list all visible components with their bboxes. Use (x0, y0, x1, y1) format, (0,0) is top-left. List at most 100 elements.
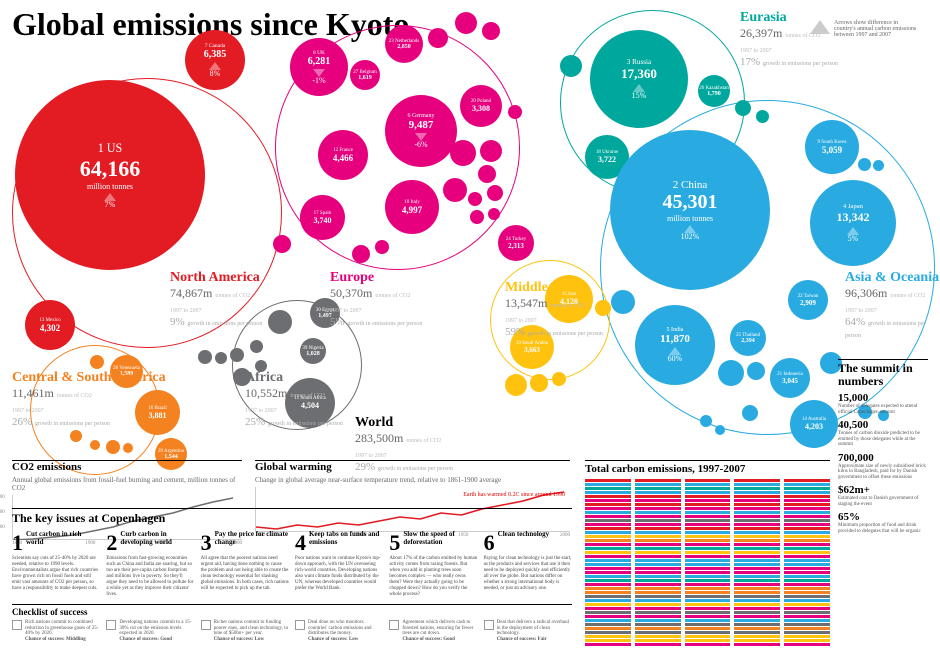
small-country-bubble (873, 160, 884, 171)
table-row (734, 535, 780, 538)
co2-title: CO2 emissions (12, 461, 242, 473)
warming-note: Earth has warmed 0.2C since around 1990 (463, 492, 565, 498)
table-row (685, 619, 731, 622)
checklist-item: Developing nations commit to a 15-30% cu… (106, 620, 194, 642)
table-row (784, 599, 830, 602)
table-row (585, 503, 631, 506)
table-row (635, 575, 681, 578)
table-row (685, 483, 731, 486)
table-row (685, 499, 731, 502)
small-country-bubble (552, 372, 566, 386)
table-row (734, 587, 780, 590)
legend-text: Arrows show difference in country's annu… (834, 20, 916, 38)
table-row (734, 539, 780, 542)
table-row (685, 599, 731, 602)
table-row (585, 479, 631, 482)
checklist-title: Checklist of success (12, 607, 572, 617)
table-row (585, 535, 631, 538)
small-country-bubble (858, 158, 871, 171)
issue-item: 4Keep tabs on funds and emissionsPoor na… (295, 530, 383, 598)
table-row (734, 607, 780, 610)
table-row (685, 511, 731, 514)
country-bubble: 2 China 45,301million tonnes102% (610, 130, 770, 290)
table-row (784, 551, 830, 554)
table-row (585, 515, 631, 518)
table-column (585, 479, 631, 647)
issue-item: 1Cut carbon in rich worldScientists say … (12, 530, 100, 598)
table-row (585, 511, 631, 514)
table-row (685, 527, 731, 530)
table-row (784, 511, 830, 514)
table-row (784, 535, 830, 538)
table-row (685, 495, 731, 498)
table-row (635, 587, 681, 590)
table-row (784, 567, 830, 570)
table-row (784, 507, 830, 510)
table-row (635, 539, 681, 542)
table-row (734, 519, 780, 522)
table-row (784, 619, 830, 622)
table-row (635, 595, 681, 598)
table-row (585, 571, 631, 574)
table-row (734, 603, 780, 606)
checklist-item: Agreement which delivers cash to foreste… (389, 620, 477, 642)
table-row (784, 527, 830, 530)
table-row (685, 587, 731, 590)
table-row (585, 607, 631, 610)
table-row (685, 639, 731, 642)
country-bubble: 10 Italy 4,997 (385, 180, 439, 234)
small-country-bubble (480, 140, 502, 162)
small-country-bubble (560, 55, 582, 77)
small-country-bubble (470, 210, 484, 224)
table-row (734, 495, 780, 498)
country-bubble: 26 Kazakhstan 1,790 (698, 75, 730, 107)
country-bubble: 3 Russia 17,36015% (590, 30, 688, 128)
table-row (585, 487, 631, 490)
small-country-bubble (478, 165, 496, 183)
table-row (784, 559, 830, 562)
table-row (784, 479, 830, 482)
summit-stat: 15,000Number of delegates expected to at… (838, 392, 928, 415)
region-label: North America 74,867m tonnes of CO21997 … (170, 270, 262, 328)
issue-item: 2Curb carbon in developing worldEmission… (106, 530, 194, 598)
table-row (685, 535, 731, 538)
table-row (734, 631, 780, 634)
small-country-bubble (198, 350, 212, 364)
table-row (734, 563, 780, 566)
table-row (635, 519, 681, 522)
table-row (685, 615, 731, 618)
table-row (734, 503, 780, 506)
country-bubble: 20 Poland 3,308 (460, 85, 502, 127)
region-label: Africa 10,552m tonnes of CO21997 to 2007… (245, 370, 343, 428)
small-country-bubble (455, 12, 477, 34)
table-row (635, 571, 681, 574)
country-bubble: 5 India 11,87060% (635, 305, 715, 385)
table-row (784, 583, 830, 586)
table-column (784, 479, 830, 647)
table-row (585, 587, 631, 590)
table-row (685, 567, 731, 570)
table-row (685, 591, 731, 594)
checkbox-icon (389, 620, 399, 630)
table-row (635, 487, 681, 490)
small-country-bubble (735, 100, 751, 116)
table-row (784, 639, 830, 642)
table-row (685, 487, 731, 490)
small-country-bubble (468, 192, 482, 206)
table-row (585, 531, 631, 534)
country-bubble: 12 France 4,466 (318, 130, 368, 180)
issues-title: The key issues at Copenhagen (12, 508, 572, 526)
table-row (585, 551, 631, 554)
table-row (635, 515, 681, 518)
checkbox-icon (201, 620, 211, 630)
emissions-table: Total carbon emissions, 1997-2007 (585, 460, 830, 647)
small-country-bubble (268, 310, 292, 334)
country-bubble: 7 Canada 6,3858% (185, 30, 245, 90)
table-row (635, 623, 681, 626)
table-row (784, 635, 830, 638)
checklist-item: Deal that delivers a radical overhaul in… (484, 620, 572, 642)
table-row (784, 515, 830, 518)
table-row (585, 547, 631, 550)
country-bubble: 4 Japan 13,3425% (810, 180, 896, 266)
small-country-bubble (611, 290, 635, 314)
